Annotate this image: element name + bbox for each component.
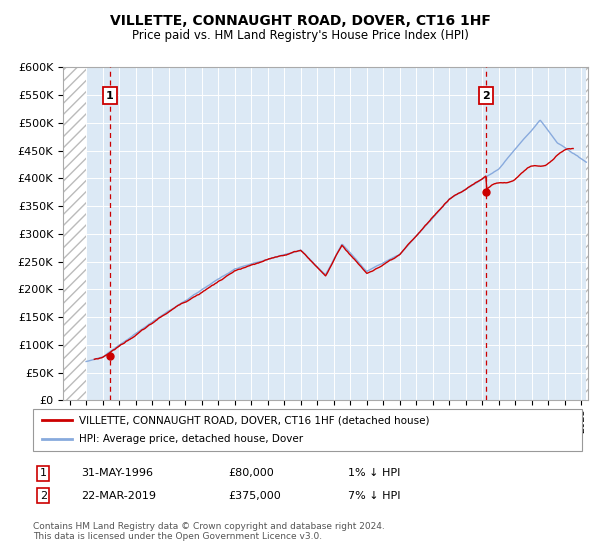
Text: £80,000: £80,000 [228,468,274,478]
Text: £375,000: £375,000 [228,491,281,501]
Bar [63,67,86,400]
Text: 1: 1 [106,91,113,101]
Text: 31-MAY-1996: 31-MAY-1996 [81,468,153,478]
Text: 22-MAR-2019: 22-MAR-2019 [81,491,156,501]
Text: 2: 2 [40,491,47,501]
Text: 1: 1 [40,468,47,478]
Text: VILLETTE, CONNAUGHT ROAD, DOVER, CT16 1HF (detached house): VILLETTE, CONNAUGHT ROAD, DOVER, CT16 1H… [79,415,430,425]
Text: VILLETTE, CONNAUGHT ROAD, DOVER, CT16 1HF: VILLETTE, CONNAUGHT ROAD, DOVER, CT16 1H… [110,14,490,28]
Text: 7% ↓ HPI: 7% ↓ HPI [348,491,401,501]
Bar [586,67,588,400]
Text: 2: 2 [482,91,490,101]
Text: HPI: Average price, detached house, Dover: HPI: Average price, detached house, Dove… [79,435,304,445]
Text: Price paid vs. HM Land Registry's House Price Index (HPI): Price paid vs. HM Land Registry's House … [131,29,469,42]
Text: Contains HM Land Registry data © Crown copyright and database right 2024.
This d: Contains HM Land Registry data © Crown c… [33,522,385,542]
Text: 1% ↓ HPI: 1% ↓ HPI [348,468,400,478]
